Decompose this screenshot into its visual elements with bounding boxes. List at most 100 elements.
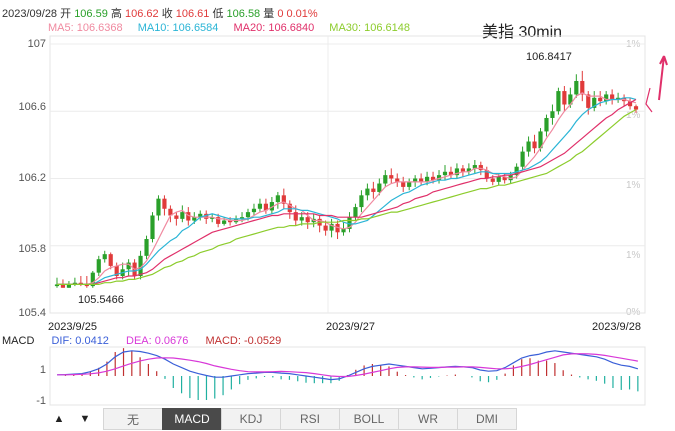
candle-body xyxy=(592,97,597,108)
candle-body xyxy=(460,168,465,172)
high-value: 106.62 xyxy=(124,8,159,20)
candle-body xyxy=(216,217,221,224)
candle-body xyxy=(514,166,519,176)
close-label: 收 xyxy=(161,8,173,20)
macd-title: MACD xyxy=(2,335,35,347)
volume-value: 0 xyxy=(277,8,284,20)
candle-body xyxy=(180,212,185,219)
candle-body xyxy=(126,262,131,270)
ma-legend: MA5: 106.6368 MA10: 106.6584 MA20: 106.6… xyxy=(48,22,422,34)
macd-tick-label: 1 xyxy=(39,364,46,376)
candle-body xyxy=(472,165,477,169)
candle-body xyxy=(329,223,334,231)
candle-body xyxy=(245,212,251,218)
candle-body xyxy=(108,254,113,266)
tab-rsi[interactable]: RSI xyxy=(280,408,340,430)
dif-legend: DIF: 0.0412 xyxy=(51,335,109,347)
candle-body xyxy=(574,80,579,95)
candle-body xyxy=(323,225,328,231)
candle-body xyxy=(365,188,370,196)
candle-body xyxy=(544,117,549,132)
candle-body xyxy=(616,97,621,100)
ma30-legend: MA30: 106.6148 xyxy=(329,22,411,34)
candle-body xyxy=(96,259,101,273)
tab-dmi[interactable]: DMI xyxy=(457,408,517,430)
candle-body xyxy=(293,212,298,221)
candle-body xyxy=(156,198,161,216)
bar-date: 2023/09/28 xyxy=(2,8,58,20)
candle-body xyxy=(454,168,460,176)
candle-body xyxy=(598,97,603,102)
candle-body xyxy=(610,94,615,100)
candle-body xyxy=(210,217,215,219)
candle-body xyxy=(168,208,173,216)
tab-kdj[interactable]: KDJ xyxy=(221,408,281,430)
candle-body xyxy=(228,220,233,223)
tab-macd[interactable]: MACD xyxy=(162,408,222,430)
right-tick-label: 1% xyxy=(626,110,641,121)
candle-body xyxy=(257,203,263,209)
candle-body xyxy=(239,217,245,219)
candle-body xyxy=(448,171,454,176)
min-annotation: 105.5466 xyxy=(78,294,124,306)
scroll-down-icon[interactable]: ▼ xyxy=(79,413,91,425)
candle-body xyxy=(568,94,573,105)
ma20-legend: MA20: 106.6840 xyxy=(233,22,315,34)
candle-body xyxy=(359,195,364,208)
macd-frame xyxy=(49,346,646,406)
candle-body xyxy=(556,91,561,112)
candle-body xyxy=(204,213,209,219)
candle-body xyxy=(401,181,406,187)
ma-line-ma30 xyxy=(57,109,637,285)
candle-body xyxy=(496,176,501,182)
candle-body xyxy=(275,195,280,203)
y-tick-label: 106.6 xyxy=(18,101,46,113)
low-value: 106.58 xyxy=(226,8,261,20)
candle-body xyxy=(580,80,585,95)
candle-body xyxy=(222,220,227,224)
candle-body xyxy=(138,255,143,277)
candle-body xyxy=(347,217,352,229)
tab-none[interactable]: 无 xyxy=(103,408,163,430)
candle-body xyxy=(419,178,424,182)
chart-title: 美指 30min xyxy=(482,24,563,41)
candle-body xyxy=(192,217,197,221)
candle-body xyxy=(144,239,149,256)
candle-body xyxy=(502,176,507,181)
candle-body xyxy=(162,198,167,209)
max-annotation: 106.8417 xyxy=(526,51,572,63)
candle-body xyxy=(520,151,525,167)
ma-line-ma10 xyxy=(57,97,637,285)
candle-body xyxy=(633,106,639,110)
candle-body xyxy=(478,165,483,171)
candle-body xyxy=(562,91,567,105)
dea-line xyxy=(57,353,638,378)
tab-boll[interactable]: BOLL xyxy=(339,408,399,430)
candle-body xyxy=(424,176,430,182)
open-label: 开 xyxy=(60,8,72,20)
candle-body xyxy=(604,94,609,102)
tab-wr[interactable]: WR xyxy=(398,408,458,430)
ma-line-ma5 xyxy=(57,92,637,285)
candle-body xyxy=(90,272,95,287)
candle-body xyxy=(550,111,555,118)
scroll-up-icon[interactable]: ▲ xyxy=(53,413,65,425)
candle-body xyxy=(281,195,286,204)
candle-body xyxy=(335,223,340,233)
candle-body xyxy=(174,215,179,219)
candle-body xyxy=(371,188,376,192)
macd-legend: MACD DIF: 0.0412 DEA: 0.0676 MACD: -0.05… xyxy=(2,335,295,347)
date-label: 2023/9/27 xyxy=(326,321,375,333)
candle-body xyxy=(66,284,72,288)
ma-line-ma20 xyxy=(57,98,637,285)
candle-body xyxy=(299,217,304,221)
candle-body xyxy=(430,176,436,181)
candle-body xyxy=(269,202,274,211)
candle-body xyxy=(526,141,531,152)
candle-body xyxy=(377,183,382,192)
candle-body xyxy=(186,212,191,221)
candle-body xyxy=(538,131,543,149)
low-label: 低 xyxy=(212,8,224,20)
candle-body xyxy=(466,168,471,172)
